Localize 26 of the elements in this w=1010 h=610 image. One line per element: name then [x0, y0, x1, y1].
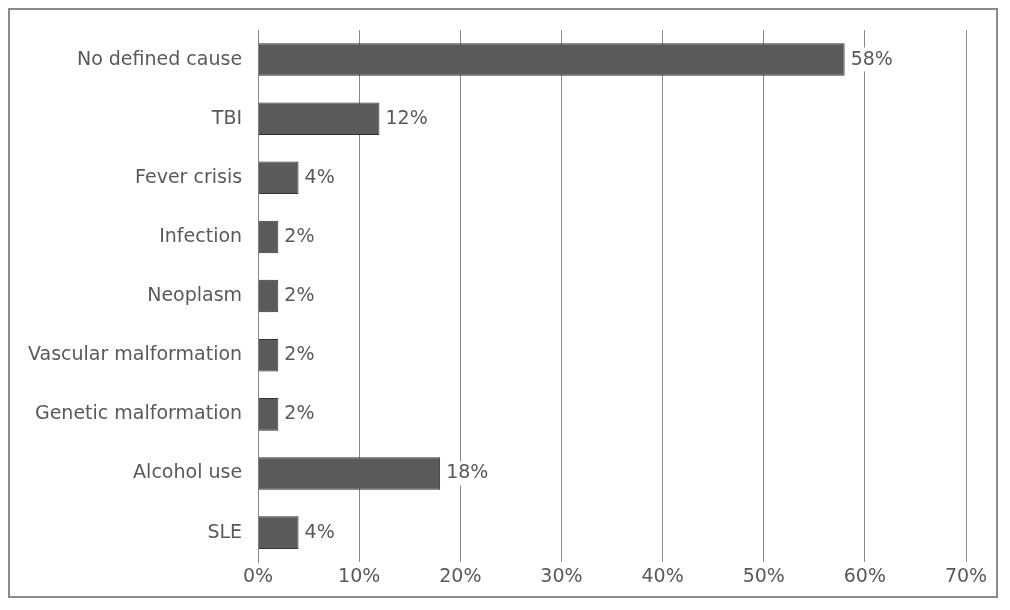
data-label: 2% — [284, 342, 315, 365]
y-tick-label: Neoplasm — [147, 283, 243, 306]
y-tick-label: No defined cause — [76, 46, 243, 69]
data-label: 4% — [304, 164, 335, 187]
data-label: 12% — [385, 105, 428, 128]
data-label: 18% — [446, 460, 489, 483]
y-tick-label: Fever crisis — [135, 164, 243, 187]
y-tick-label: Alcohol use — [133, 460, 243, 483]
x-tick-label: 40% — [641, 563, 684, 586]
x-tick-label: 30% — [540, 563, 583, 586]
data-label: 2% — [284, 223, 315, 246]
data-label: 2% — [284, 283, 315, 306]
y-tick-label: Vascular malformation — [28, 342, 243, 365]
data-label: 58% — [850, 46, 893, 69]
x-tick-label: 10% — [338, 563, 381, 586]
y-tick-label: SLE — [207, 519, 243, 542]
x-tick-label: 70% — [944, 563, 988, 586]
x-tick-label: 60% — [843, 563, 886, 586]
x-tick-label: 20% — [439, 563, 482, 586]
x-tick-label: 50% — [742, 563, 785, 586]
data-label: 2% — [284, 401, 315, 424]
y-tick-label: TBI — [210, 105, 243, 128]
x-tick-label: 0% — [243, 563, 274, 586]
y-tick-label: Infection — [159, 223, 243, 246]
data-label: 4% — [304, 519, 335, 542]
y-tick-label: Genetic malformation — [34, 401, 243, 424]
